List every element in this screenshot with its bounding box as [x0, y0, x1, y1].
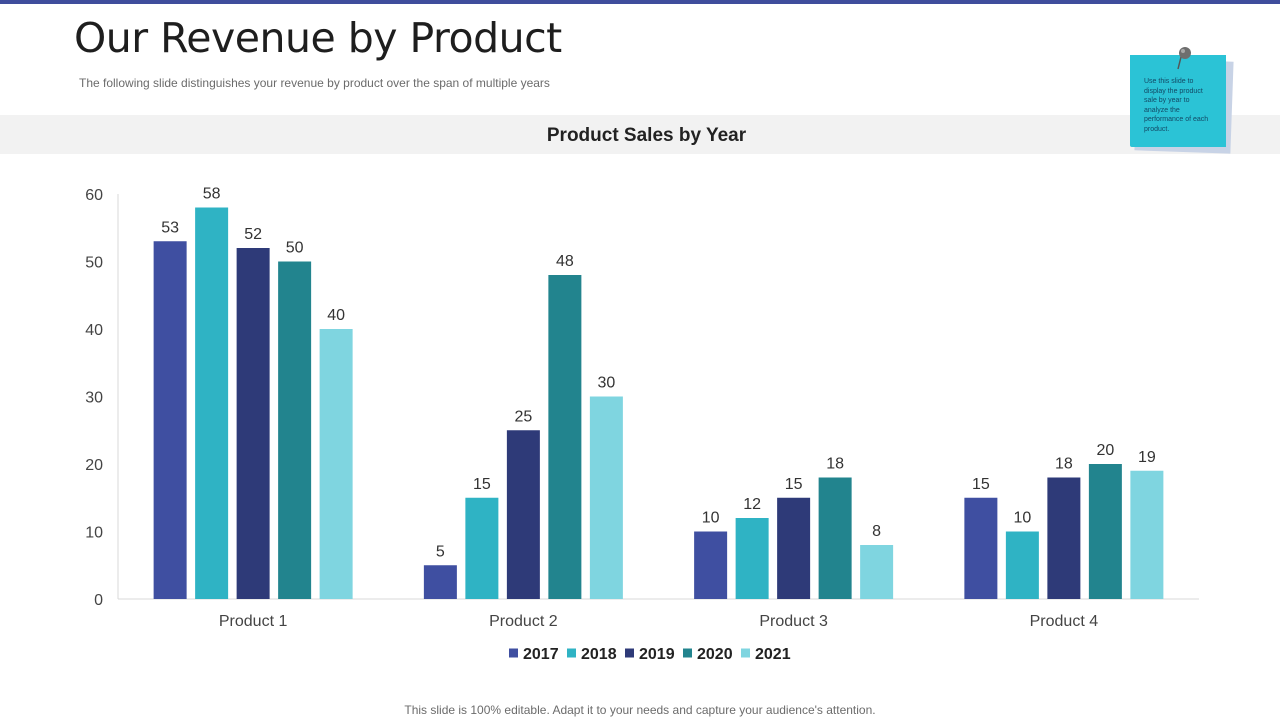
top-accent-bar: [0, 0, 1280, 4]
legend-swatch: [683, 648, 692, 658]
bar: [818, 477, 852, 599]
legend-swatch: [567, 648, 576, 658]
bar: [735, 518, 769, 599]
y-tick-label: 0: [94, 592, 103, 609]
data-label: 52: [244, 226, 262, 243]
x-tick-label: Product 1: [219, 613, 288, 630]
data-label: 8: [872, 523, 881, 540]
data-label: 48: [556, 253, 574, 270]
sticky-note-text: Use this slide to display the product sa…: [1144, 78, 1209, 133]
legend-label: 2017: [523, 646, 559, 663]
legend-swatch: [625, 648, 634, 658]
data-label: 25: [514, 408, 532, 425]
legend-swatch: [741, 648, 750, 658]
data-label: 18: [1055, 456, 1073, 473]
legend-label: 2019: [639, 646, 675, 663]
bar: [153, 241, 187, 599]
sticky-note: Use this slide to display the product sa…: [1130, 47, 1234, 154]
bar: [777, 497, 811, 599]
data-label: 40: [327, 307, 345, 324]
data-label: 15: [473, 476, 491, 493]
bar: [423, 565, 457, 599]
page-subtitle: The following slide distinguishes your r…: [79, 76, 550, 90]
data-label: 58: [203, 186, 221, 203]
data-label: 50: [286, 240, 304, 257]
data-label: 10: [1013, 510, 1031, 527]
data-label: 19: [1138, 449, 1156, 466]
bar: [589, 396, 623, 599]
y-tick-label: 30: [85, 390, 103, 407]
sticky-note-paper: [1130, 55, 1226, 147]
x-tick-label: Product 3: [759, 613, 828, 630]
bar: [319, 329, 353, 599]
legend-swatch: [509, 648, 518, 658]
chart-title-band: [0, 115, 1280, 154]
bar: [964, 497, 998, 599]
legend-label: 2018: [581, 646, 617, 663]
x-tick-label: Product 4: [1030, 613, 1099, 630]
data-label: 10: [702, 510, 720, 527]
footer-note: This slide is 100% editable. Adapt it to…: [404, 703, 876, 717]
data-label: 15: [785, 476, 803, 493]
bar: [278, 261, 312, 599]
page-title: Our Revenue by Product: [74, 14, 562, 62]
bar: [195, 207, 229, 599]
x-tick-label: Product 2: [489, 613, 558, 630]
data-label: 30: [597, 375, 615, 392]
bar: [1047, 477, 1081, 599]
bar: [465, 497, 499, 599]
y-tick-label: 40: [85, 322, 103, 339]
y-tick-label: 10: [85, 525, 103, 542]
push-pin-icon: [1177, 47, 1191, 70]
data-label: 15: [972, 476, 990, 493]
bar: [548, 275, 582, 599]
chart-title: Product Sales by Year: [546, 125, 747, 146]
legend-label: 2020: [697, 646, 733, 663]
data-label: 18: [826, 456, 844, 473]
bar: [1130, 470, 1164, 599]
bar: [236, 248, 270, 599]
y-tick-label: 60: [85, 187, 103, 204]
data-label: 20: [1096, 442, 1114, 459]
y-tick-label: 50: [85, 255, 103, 272]
legend-label: 2021: [755, 646, 791, 663]
bar: [694, 531, 728, 599]
data-label: 5: [436, 543, 445, 560]
bar: [1005, 531, 1039, 599]
bar: [506, 430, 540, 599]
bar: [1088, 464, 1122, 599]
data-label: 53: [161, 219, 179, 236]
y-tick-label: 20: [85, 457, 103, 474]
data-label: 12: [743, 496, 761, 513]
bar: [860, 545, 894, 599]
